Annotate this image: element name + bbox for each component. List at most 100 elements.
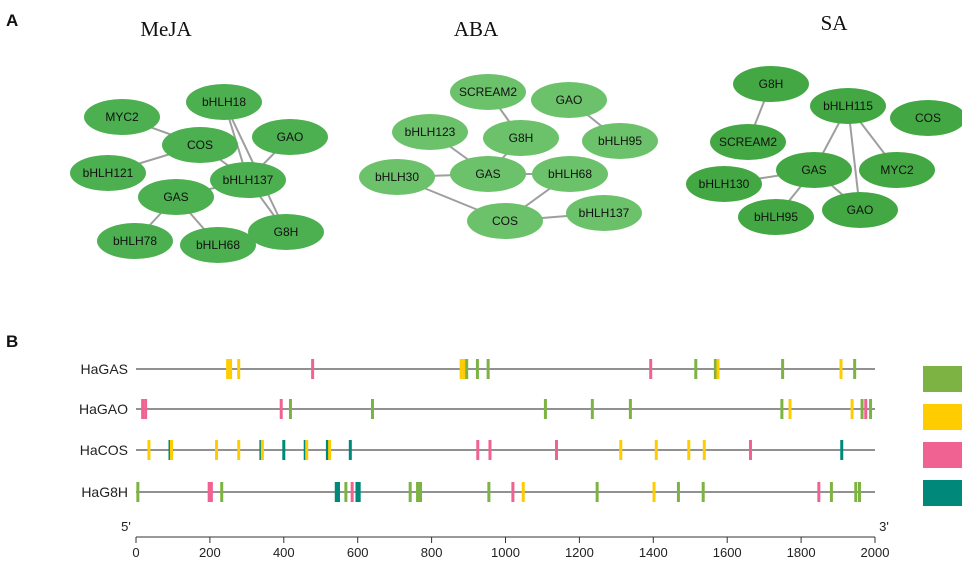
motif-mark	[590, 399, 594, 419]
motif-mark	[465, 359, 469, 379]
motif-mark	[169, 440, 173, 460]
node-ellipse	[776, 152, 852, 188]
node-gas: GAS	[776, 152, 852, 188]
node-label: G8H	[759, 77, 784, 91]
motif-mark	[147, 440, 151, 460]
motif-mark	[554, 440, 558, 460]
motif-mark	[475, 359, 479, 379]
motif-mark	[687, 440, 691, 460]
motif-mark	[619, 440, 623, 460]
node-label: COS	[492, 214, 518, 228]
node-bhlh68: bHLH68	[180, 227, 256, 263]
node-label: SCREAM2	[459, 85, 517, 99]
node-ellipse	[84, 99, 160, 135]
node-label: G8H	[274, 225, 299, 239]
node-gas: GAS	[138, 179, 214, 215]
node-bhlh95: bHLH95	[738, 199, 814, 235]
motif-mark	[260, 440, 264, 460]
motif-mark	[226, 359, 230, 379]
motif-mark	[869, 399, 873, 419]
node-bhlh130: bHLH130	[686, 166, 762, 202]
network-title: ABA	[454, 17, 499, 41]
node-ellipse	[890, 100, 962, 136]
node-scream2: SCREAM2	[710, 124, 786, 160]
motif-mark	[628, 399, 632, 419]
motif-mark	[459, 359, 463, 379]
axis-tick-label: 200	[199, 545, 221, 560]
motif-mark	[237, 440, 241, 460]
node-bhlh18: bHLH18	[186, 84, 262, 120]
motif-mark	[817, 482, 821, 502]
axis-tick-label: 1600	[713, 545, 742, 560]
node-bhlh123: bHLH123	[392, 114, 468, 150]
node-ellipse	[822, 192, 898, 228]
axis-tick-label: 1200	[565, 545, 594, 560]
gene-row-hag8h: HaG8H	[81, 482, 875, 502]
motif-mark	[311, 359, 315, 379]
network-meja: MeJA MYC2 bHLH18 COS GAO bHLH121 bHLH137 GAS G8H…	[70, 17, 328, 263]
node-ellipse	[210, 162, 286, 198]
motif-mark	[652, 482, 656, 502]
motif-mark	[788, 399, 792, 419]
node-ellipse	[252, 119, 328, 155]
panel-b-label: B	[6, 332, 18, 351]
node-label: bHLH78	[113, 234, 157, 248]
motif-mark	[853, 359, 857, 379]
node-label: GAS	[163, 190, 188, 204]
node-ellipse	[810, 88, 886, 124]
motif-mark	[136, 482, 140, 502]
motif-mark	[780, 399, 784, 419]
motif-mark	[702, 440, 706, 460]
motif-mark	[348, 440, 352, 460]
node-ellipse	[97, 223, 173, 259]
node-label: bHLH68	[196, 238, 240, 252]
gene-row-hacos: HaCOS	[80, 440, 875, 460]
motif-mark	[288, 399, 292, 419]
motif-mark	[344, 482, 348, 502]
node-bhlh78: bHLH78	[97, 223, 173, 259]
node-ellipse	[710, 124, 786, 160]
node-ellipse	[162, 127, 238, 163]
node-ellipse	[531, 82, 607, 118]
motif-mark	[864, 399, 868, 419]
axis-tick-label: 1000	[491, 545, 520, 560]
node-cos: COS	[162, 127, 238, 163]
node-label: MYC2	[105, 110, 139, 124]
five-prime-label: 5'	[121, 519, 131, 534]
panel-a-label: A	[6, 11, 18, 30]
motif-mark	[462, 359, 466, 379]
position-axis: 0 200 400 600 800 1000 1200 1400 1600 1800 2000 5' 3…	[121, 519, 889, 560]
node-label: GAO	[277, 130, 304, 144]
motif-mark	[857, 482, 861, 502]
node-label: bHLH121	[83, 166, 134, 180]
network-aba: ABA SCREAM2 GAO bHLH123 G8H bHLH95 bHLH30 GAS bH…	[359, 17, 658, 239]
node-label: GAO	[556, 93, 583, 107]
node-label: bHLH123	[405, 125, 456, 139]
motif-mark	[595, 482, 599, 502]
motif-mark	[694, 359, 698, 379]
motif-mark	[860, 399, 864, 419]
motif-mark	[408, 482, 412, 502]
motif-mark	[713, 359, 717, 379]
node-bhlh68: bHLH68	[532, 156, 608, 192]
network-sa: SA G8H bHLH115 COS SCREAM2 GAS MYC2 bHLH130 bHLH…	[686, 11, 962, 235]
motif-mark	[676, 482, 680, 502]
node-label: COS	[915, 111, 941, 125]
motif-mark	[229, 359, 233, 379]
node-label: GAO	[847, 203, 874, 217]
node-bhlh115: bHLH115	[810, 88, 886, 124]
axis-tick-label: 600	[347, 545, 369, 560]
node-label: G8H	[509, 131, 534, 145]
motif-mark	[511, 482, 515, 502]
gene-label: HaG8H	[81, 484, 128, 500]
motif-mark	[305, 440, 309, 460]
motif-mark	[355, 482, 359, 502]
gene-label: HaGAS	[81, 361, 128, 377]
node-cos: COS	[890, 100, 962, 136]
node-ellipse	[450, 74, 526, 110]
node-ellipse	[532, 156, 608, 192]
motif-mark	[279, 399, 283, 419]
motif-mark	[829, 482, 833, 502]
motif-mark	[486, 359, 490, 379]
motif-mark	[357, 482, 361, 502]
